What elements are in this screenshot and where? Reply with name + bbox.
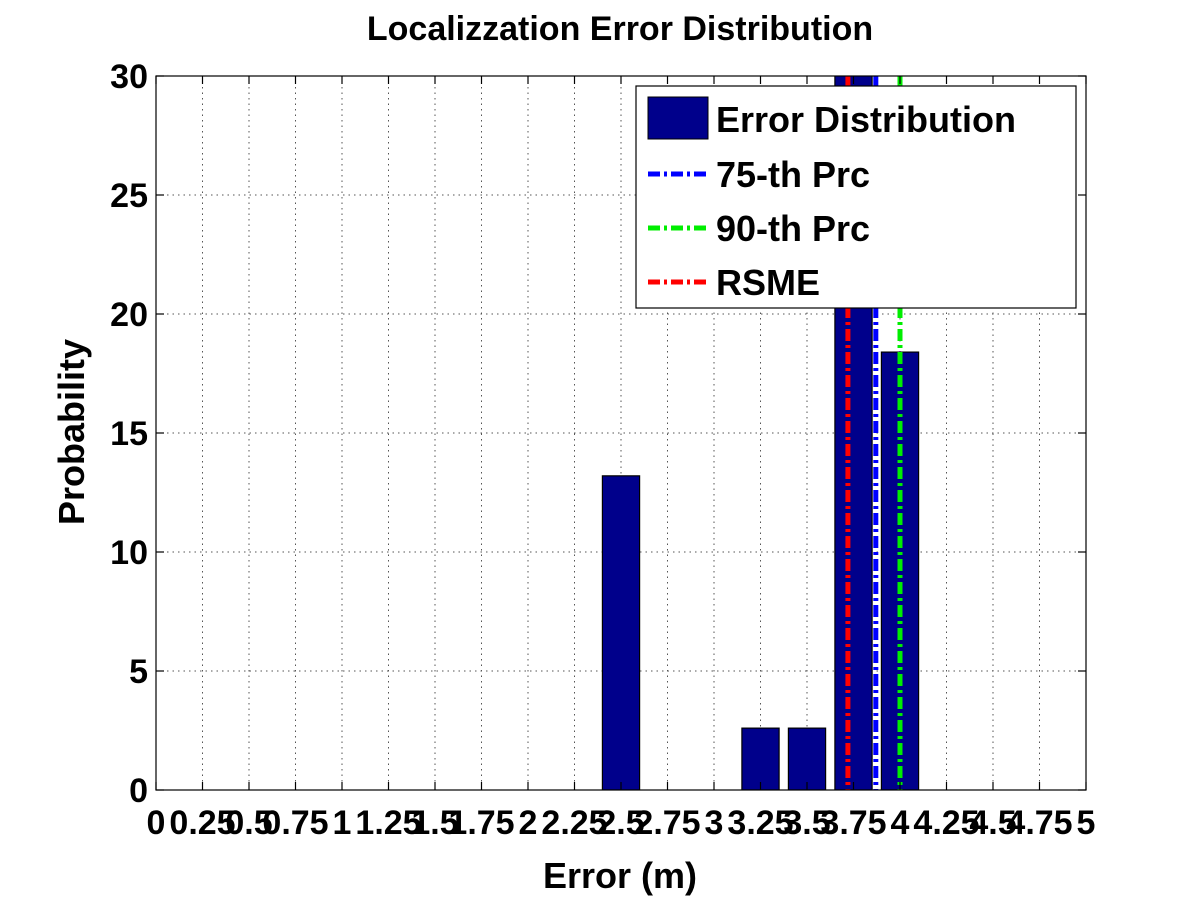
- bar: [601, 475, 641, 790]
- x-tick-label: 2.25: [541, 804, 607, 842]
- x-tick-label: 0.25: [169, 804, 235, 842]
- legend-label: 90-th Prc: [716, 208, 870, 249]
- bar: [787, 727, 827, 790]
- y-tick-label: 15: [110, 415, 148, 453]
- chart-title: Localizzation Error Distribution: [367, 10, 873, 48]
- y-axis-label: Probability: [51, 339, 92, 525]
- bar: [741, 727, 780, 790]
- y-tick-label: 5: [129, 653, 148, 691]
- y-tick-label: 20: [110, 296, 148, 334]
- x-tick-label: 3.5: [783, 804, 830, 842]
- x-tick-label: 2.75: [634, 804, 700, 842]
- y-tick-label: 30: [110, 58, 148, 96]
- x-tick-label: 0: [147, 804, 166, 842]
- x-axis-label: Error (m): [543, 855, 697, 896]
- legend-label: 75-th Prc: [716, 154, 870, 195]
- legend-swatch-bar: [647, 96, 709, 140]
- x-tick-label: 2: [519, 804, 538, 842]
- x-ticks: 0 0.250.50.75 1 1.251.51.75 2 2.252.52.75 3 3.2…: [147, 76, 1096, 842]
- y-tick-label: 0: [129, 772, 148, 810]
- x-tick-label: 1.75: [448, 804, 514, 842]
- x-tick-label: 3: [705, 804, 724, 842]
- x-tick-label: 3.75: [820, 804, 886, 842]
- legend-label: RSME: [716, 262, 820, 303]
- legend-box: [635, 85, 1077, 309]
- x-tick-label: 1.25: [355, 804, 421, 842]
- x-tick-label: 1.5: [411, 804, 458, 842]
- x-tick-label: 0.75: [262, 804, 328, 842]
- x-tick-label: 1: [333, 804, 352, 842]
- x-tick-label: 2.5: [597, 804, 644, 842]
- y-tick-label: 10: [110, 534, 148, 572]
- legend: Error Distribution 75-th Prc 90-th Prc RSME: [635, 85, 1077, 309]
- x-tick-label: 5: [1077, 804, 1096, 842]
- y-tick-label: 25: [110, 177, 148, 215]
- legend-label: Error Distribution: [716, 99, 1016, 140]
- x-tick-label: 4.75: [1006, 804, 1072, 842]
- y-ticks: 0 5 10 15 20 25 30: [110, 58, 1086, 810]
- x-tick-label: 4: [891, 804, 910, 842]
- x-tick-label: 4.25: [913, 804, 979, 842]
- x-tick-label: 0.5: [225, 804, 272, 842]
- x-tick-label: 4.5: [969, 804, 1016, 842]
- x-tick-label: 3.25: [727, 804, 793, 842]
